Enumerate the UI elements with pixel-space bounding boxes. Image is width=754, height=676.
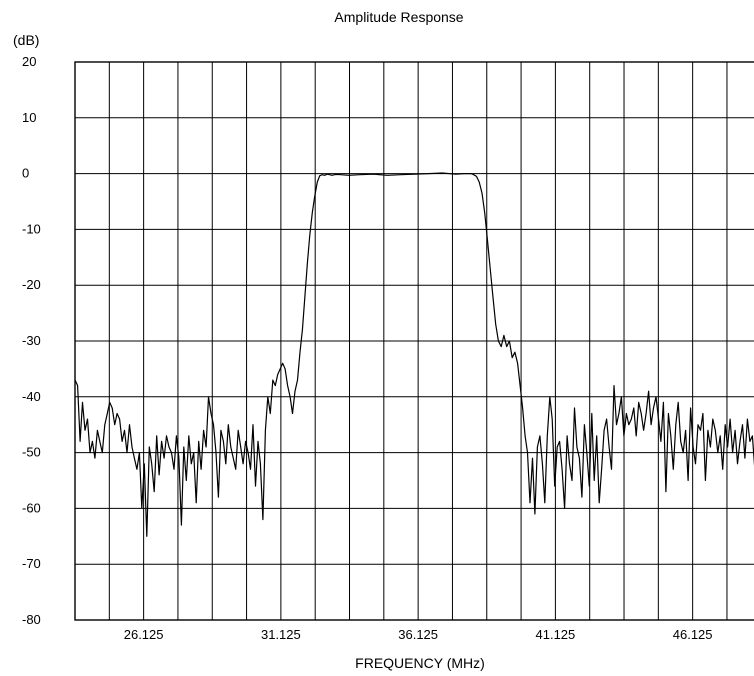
y-axis-unit-label: (dB) bbox=[13, 32, 39, 48]
y-tick-label: -40 bbox=[22, 389, 41, 404]
y-tick-labels: 20 10 0 -10 -20 -30 -40 -50 -60 -70 -80 bbox=[22, 54, 41, 627]
y-tick-label: -20 bbox=[22, 277, 41, 292]
grid bbox=[75, 61, 754, 621]
plot-frame bbox=[74, 61, 754, 621]
x-tick-label: 31.125 bbox=[261, 627, 301, 642]
series-lines bbox=[74, 172, 754, 537]
amplitude-series-line bbox=[74, 172, 754, 537]
y-tick-label: -60 bbox=[22, 500, 41, 515]
y-tick-label: 10 bbox=[22, 110, 36, 125]
x-tick-label: 46.125 bbox=[673, 627, 713, 642]
y-tick-label: -50 bbox=[22, 445, 41, 460]
x-tick-label: 26.125 bbox=[124, 627, 164, 642]
chart-title: Amplitude Response bbox=[334, 9, 463, 25]
y-tick-label: -30 bbox=[22, 333, 41, 348]
x-tick-labels: 26.125 31.125 36.125 41.125 46.125 bbox=[124, 627, 713, 642]
y-tick-label: -10 bbox=[22, 221, 41, 236]
x-axis-label: FREQUENCY (MHz) bbox=[355, 655, 485, 671]
y-tick-label: -70 bbox=[22, 556, 41, 571]
x-tick-label: 41.125 bbox=[536, 627, 576, 642]
x-tick-label: 36.125 bbox=[398, 627, 438, 642]
y-tick-label: -80 bbox=[22, 612, 41, 627]
y-tick-label: 0 bbox=[22, 166, 29, 181]
y-tick-label: 20 bbox=[22, 54, 36, 69]
